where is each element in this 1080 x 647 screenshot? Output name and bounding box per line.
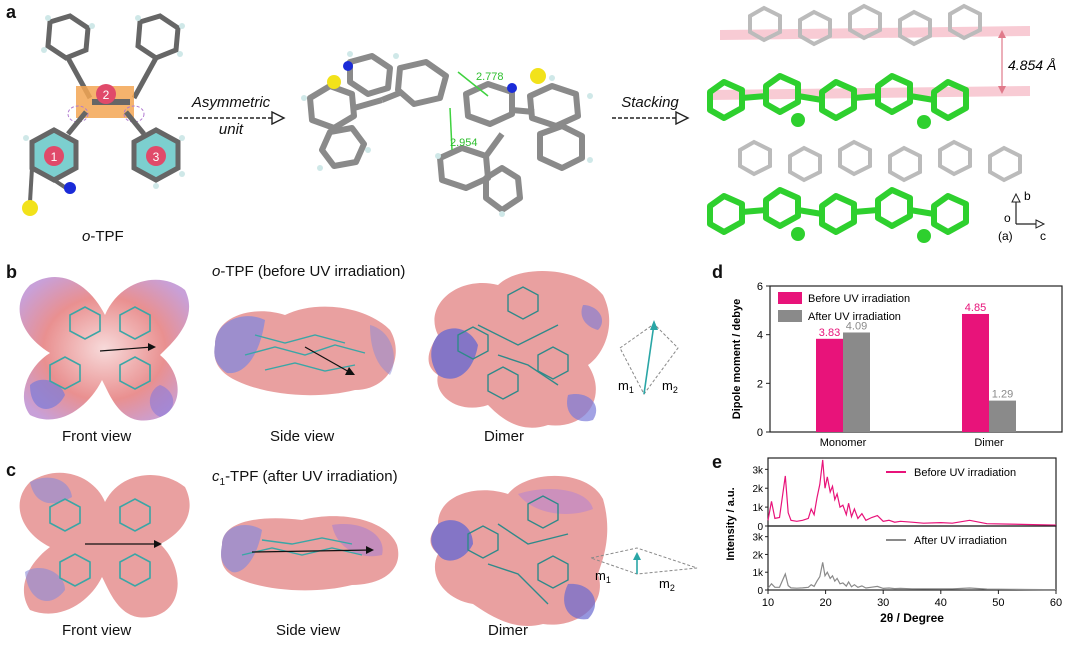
b-dimer-esp [428, 271, 610, 428]
x-axis-label: 2θ / Degree [880, 611, 944, 625]
y-tick-label: 1k [752, 503, 764, 514]
data-label: 1.29 [992, 389, 1013, 401]
c-side-view-esp [221, 516, 399, 591]
legend-label: After UV irradiation [914, 535, 1007, 547]
distance-label-1: 2.778 [476, 71, 504, 83]
data-label: 3.83 [819, 327, 840, 339]
xrd-line-chart: 0 1k 2k 3k Before UV irradiation 0 1k 2k 3k After… [725, 457, 1062, 625]
xrd-series-line [767, 459, 1057, 526]
y-tick-label: 2k [752, 484, 764, 495]
y-tick-label: 2 [757, 378, 763, 390]
y-tick-label: 2k [752, 550, 764, 561]
legend-swatch [778, 310, 802, 322]
dipole-bar-chart: 0 2 4 6 Dipole moment / debye Monomer 3.83 4.09… [731, 281, 1063, 449]
b-m2-label: m2 [662, 378, 678, 395]
panel-label-c: c [6, 460, 17, 480]
y-tick-label: 0 [757, 586, 763, 597]
bar [816, 338, 843, 432]
stacking-structure: 4.854 Å b o (a) c [707, 3, 1056, 243]
y-tick-label: 3k [752, 533, 764, 544]
x-tick-label: 30 [877, 597, 889, 609]
data-label: 4.09 [846, 320, 867, 332]
axis-a-label: (a) [998, 229, 1013, 243]
axis-origin-label: o [1004, 211, 1011, 225]
unit-label: unit [218, 121, 244, 138]
c-caption-front: Front view [62, 622, 132, 639]
axis-b-label: b [1024, 189, 1031, 203]
panel-label-a: a [6, 2, 17, 22]
distance-label-2: 2.954 [450, 137, 478, 149]
bar [989, 400, 1016, 432]
x-tick-label: Monomer [820, 437, 867, 449]
y-tick-label: 0 [757, 522, 763, 533]
b-side-view-esp [214, 306, 396, 396]
x-tick-label: 50 [992, 597, 1004, 609]
legend-label: After UV irradiation [808, 311, 901, 323]
y-tick-label: 4 [757, 330, 763, 342]
legend-swatch [778, 292, 802, 304]
stack-distance-value: 4.854 Å [1008, 57, 1056, 73]
c-caption-side: Side view [276, 622, 341, 639]
y-tick-label: 1k [752, 568, 764, 579]
c-m1-label: m1 [595, 568, 611, 585]
b-caption-front: Front view [62, 428, 132, 445]
x-tick-label: 40 [935, 597, 947, 609]
b-m1-label: m1 [618, 378, 634, 395]
data-label: 4.85 [965, 302, 986, 314]
panel-c-title: c1-TPF (after UV irradiation) [212, 468, 398, 488]
ring-label-1: 1 [51, 150, 58, 164]
legend-label: Before UV irradiation [808, 293, 910, 305]
legend-label: Before UV irradiation [914, 467, 1016, 479]
ring-label-2: 2 [103, 88, 110, 102]
b-dipole-vector-diagram: m1 m2 [618, 320, 679, 395]
x-tick-label: 60 [1050, 597, 1062, 609]
stacking-arrow: Stacking [610, 95, 690, 125]
panel-label-d: d [712, 262, 723, 282]
asymmetric-unit-structure: 2.778 2.954 [301, 51, 593, 217]
asymmetric-label: Asymmetric [191, 94, 271, 111]
y-tick-label: 6 [757, 281, 763, 293]
b-front-view-esp [19, 276, 190, 421]
panel-b-title: o-TPF (before UV irradiation) [212, 263, 406, 280]
c-dimer-esp [430, 475, 608, 626]
b-caption-side: Side view [270, 428, 335, 445]
panel-label-b: b [6, 262, 17, 282]
y-axis-label: Dipole moment / debye [731, 299, 743, 419]
x-tick-label: 20 [819, 597, 831, 609]
axis-c-label: c [1040, 229, 1046, 243]
xrd-series-line [767, 562, 1056, 591]
ring-label-3: 3 [153, 150, 160, 164]
subplot-frame [767, 525, 1057, 591]
o-tpf-caption: o-TPF [82, 228, 124, 245]
c-dipole-vector-diagram: m1 m2 [589, 547, 698, 593]
y-tick-label: 0 [757, 427, 763, 439]
b-caption-dimer: Dimer [484, 428, 524, 445]
c-front-view-esp [19, 472, 190, 618]
bar [843, 332, 870, 432]
stacking-label: Stacking [621, 94, 679, 111]
bar [962, 313, 989, 432]
c-caption-dimer: Dimer [488, 622, 528, 639]
y-tick-label: 3k [752, 465, 764, 476]
y-axis-label: Intensity / a.u. [725, 487, 737, 560]
x-tick-label: Dimer [974, 437, 1004, 449]
c-m2-label: m2 [659, 576, 675, 593]
panel-label-e: e [712, 452, 723, 472]
o-tpf-molecule: 2 1 3 [22, 13, 185, 216]
x-tick-label: 10 [762, 597, 774, 609]
plot-frame [769, 285, 1063, 433]
asymmetric-unit-arrow: Asymmetric unit [176, 95, 286, 137]
